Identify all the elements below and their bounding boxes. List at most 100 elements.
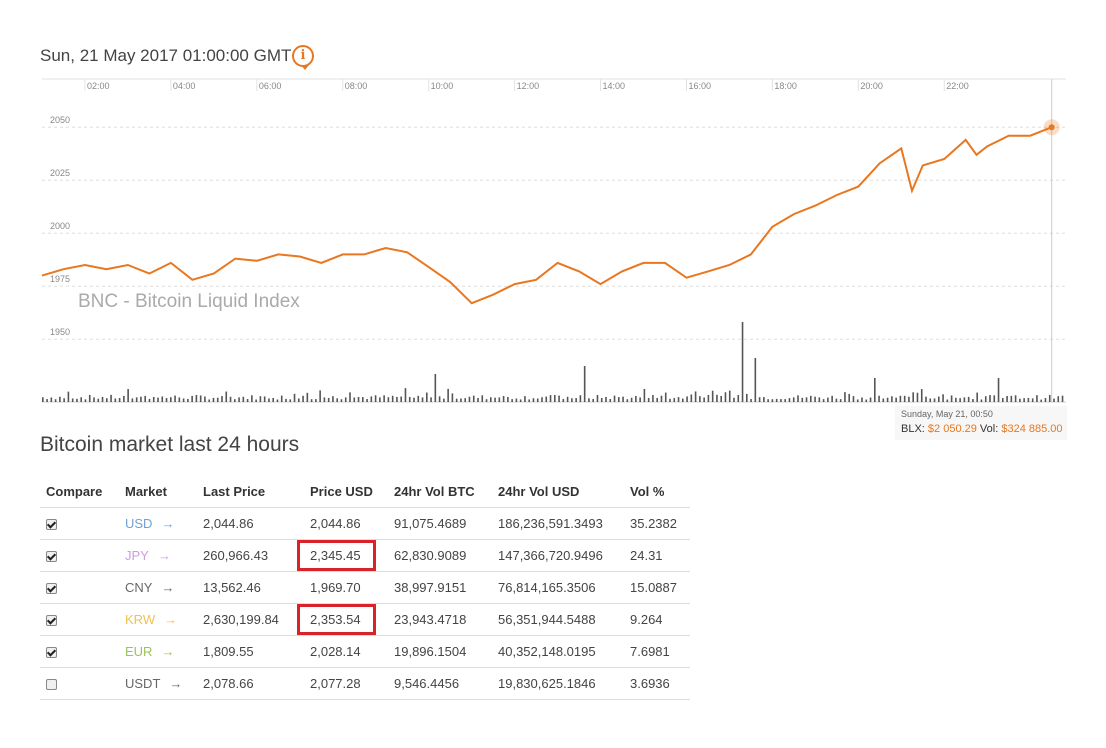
volume-bar (80, 397, 82, 402)
price-usd-cell: 2,044.86 (304, 507, 388, 540)
info-icon[interactable]: i (292, 45, 314, 70)
volume-bar (195, 394, 198, 402)
volume-bar (293, 393, 296, 402)
volume-bar (199, 395, 202, 402)
volume-bar (101, 396, 104, 402)
market-link-usdt[interactable]: USDT → (125, 676, 182, 691)
volume-bar (408, 396, 411, 402)
volume-bar (626, 399, 629, 402)
market-section-title: Bitcoin market last 24 hours (40, 433, 300, 456)
volume-bar (1036, 395, 1038, 402)
volume-bar (374, 395, 377, 402)
volume-bar (161, 396, 164, 402)
volume-bar (67, 391, 70, 402)
volume-bar (1031, 398, 1034, 402)
volume-bar (810, 395, 812, 402)
volume-bar (571, 398, 573, 402)
market-cell: USD → (119, 507, 197, 540)
volume-bar (118, 398, 121, 402)
volume-bar (673, 398, 676, 402)
table-row: EUR → 1,809.55 2,028.14 19,896.1504 40,352,14… (40, 635, 690, 668)
volume-bar (579, 395, 582, 402)
volume-bar (955, 397, 957, 402)
vol-pct-cell: 24.31 (624, 539, 690, 572)
volume-bar (728, 390, 731, 402)
volume-bar (251, 395, 253, 402)
last-price-cell: 2,044.86 (197, 507, 304, 540)
vol-pct-cell: 3.6936 (624, 667, 690, 700)
compare-checkbox[interactable] (46, 647, 57, 659)
volume-bar (259, 396, 262, 402)
volume-bar (127, 389, 129, 402)
price-chart[interactable]: 1950 1975 2000 2025 2050 02:00 04:00 06:00 08:00… (0, 0, 1106, 410)
volume-bar (882, 398, 885, 402)
volume-bar (984, 396, 987, 402)
volume-bar (541, 397, 543, 402)
volume-bar (950, 395, 953, 402)
market-link-krw[interactable]: KRW → (125, 612, 177, 627)
volume-bar (238, 397, 240, 402)
volume-bar (664, 392, 667, 402)
volume-bar (443, 398, 445, 402)
compare-checkbox[interactable] (46, 679, 57, 691)
market-name: CNY (125, 580, 153, 595)
volume-bar (289, 399, 292, 402)
price-line (41, 126, 1053, 305)
volume-bar (417, 395, 420, 402)
volume-bar (400, 396, 402, 402)
compare-checkbox[interactable] (46, 519, 57, 531)
vol-usd-cell: 56,351,944.5488 (492, 603, 624, 636)
market-link-usd[interactable]: USD → (125, 516, 174, 531)
chart-watermark: BNC - Bitcoin Liquid Index (78, 291, 300, 312)
volume-bar (536, 398, 539, 402)
market-link-eur[interactable]: EUR → (125, 644, 174, 659)
volume-bar (225, 391, 228, 402)
last-price-cell: 2,078.66 (197, 667, 304, 700)
tooltip-vol-value: $324 885.00 (1001, 423, 1063, 435)
volume-bar (208, 399, 210, 402)
volume-bar (908, 396, 910, 402)
volume-bar (711, 390, 714, 402)
price-usd-value: 2,028.14 (310, 644, 361, 659)
volume-bar (332, 396, 334, 402)
col-vol-pct: Vol % (624, 476, 690, 508)
volume-bar (349, 392, 351, 402)
compare-cell (40, 571, 119, 604)
tooltip-blx-label: BLX: (901, 423, 925, 435)
price-usd-value: 2,077.28 (310, 676, 361, 691)
compare-checkbox[interactable] (46, 583, 57, 595)
volume-bar (989, 395, 991, 402)
volume-bar (600, 397, 603, 402)
market-link-cny[interactable]: CNY → (125, 580, 174, 595)
volume-bar (157, 397, 159, 402)
volume-bar (88, 394, 91, 402)
chart-datetime: Sun, 21 May 2017 01:00:00 GMT (40, 46, 292, 65)
volume-bar (135, 397, 138, 402)
volume-bar (724, 392, 727, 402)
compare-checkbox[interactable] (46, 551, 57, 563)
volume-bar (737, 395, 740, 402)
market-link-jpy[interactable]: JPY → (125, 548, 171, 563)
volume-bar (963, 397, 966, 402)
col-vol-usd: 24hr Vol USD (492, 476, 624, 508)
volume-bar (464, 398, 466, 402)
volume-bar (848, 393, 850, 402)
volume-bar (805, 397, 808, 402)
volume-bar (379, 397, 381, 402)
volume-bar (71, 398, 74, 402)
price-usd-value: 1,969.70 (310, 580, 361, 595)
volume-bar (319, 390, 321, 402)
x-tick-label: 22:00 (946, 81, 969, 91)
market-name: KRW (125, 612, 156, 627)
volume-bar (434, 374, 437, 402)
compare-checkbox[interactable] (46, 615, 57, 627)
vol-usd-cell: 147,366,720.9496 (492, 539, 624, 572)
compare-cell (40, 539, 119, 572)
arrow-right-icon: → (161, 580, 175, 595)
volume-bar (187, 398, 189, 402)
market-cell: CNY → (119, 571, 197, 604)
volume-bar (865, 399, 868, 402)
volume-bar (336, 398, 338, 402)
market-cell: KRW → (119, 603, 197, 636)
volume-bar (891, 396, 893, 402)
